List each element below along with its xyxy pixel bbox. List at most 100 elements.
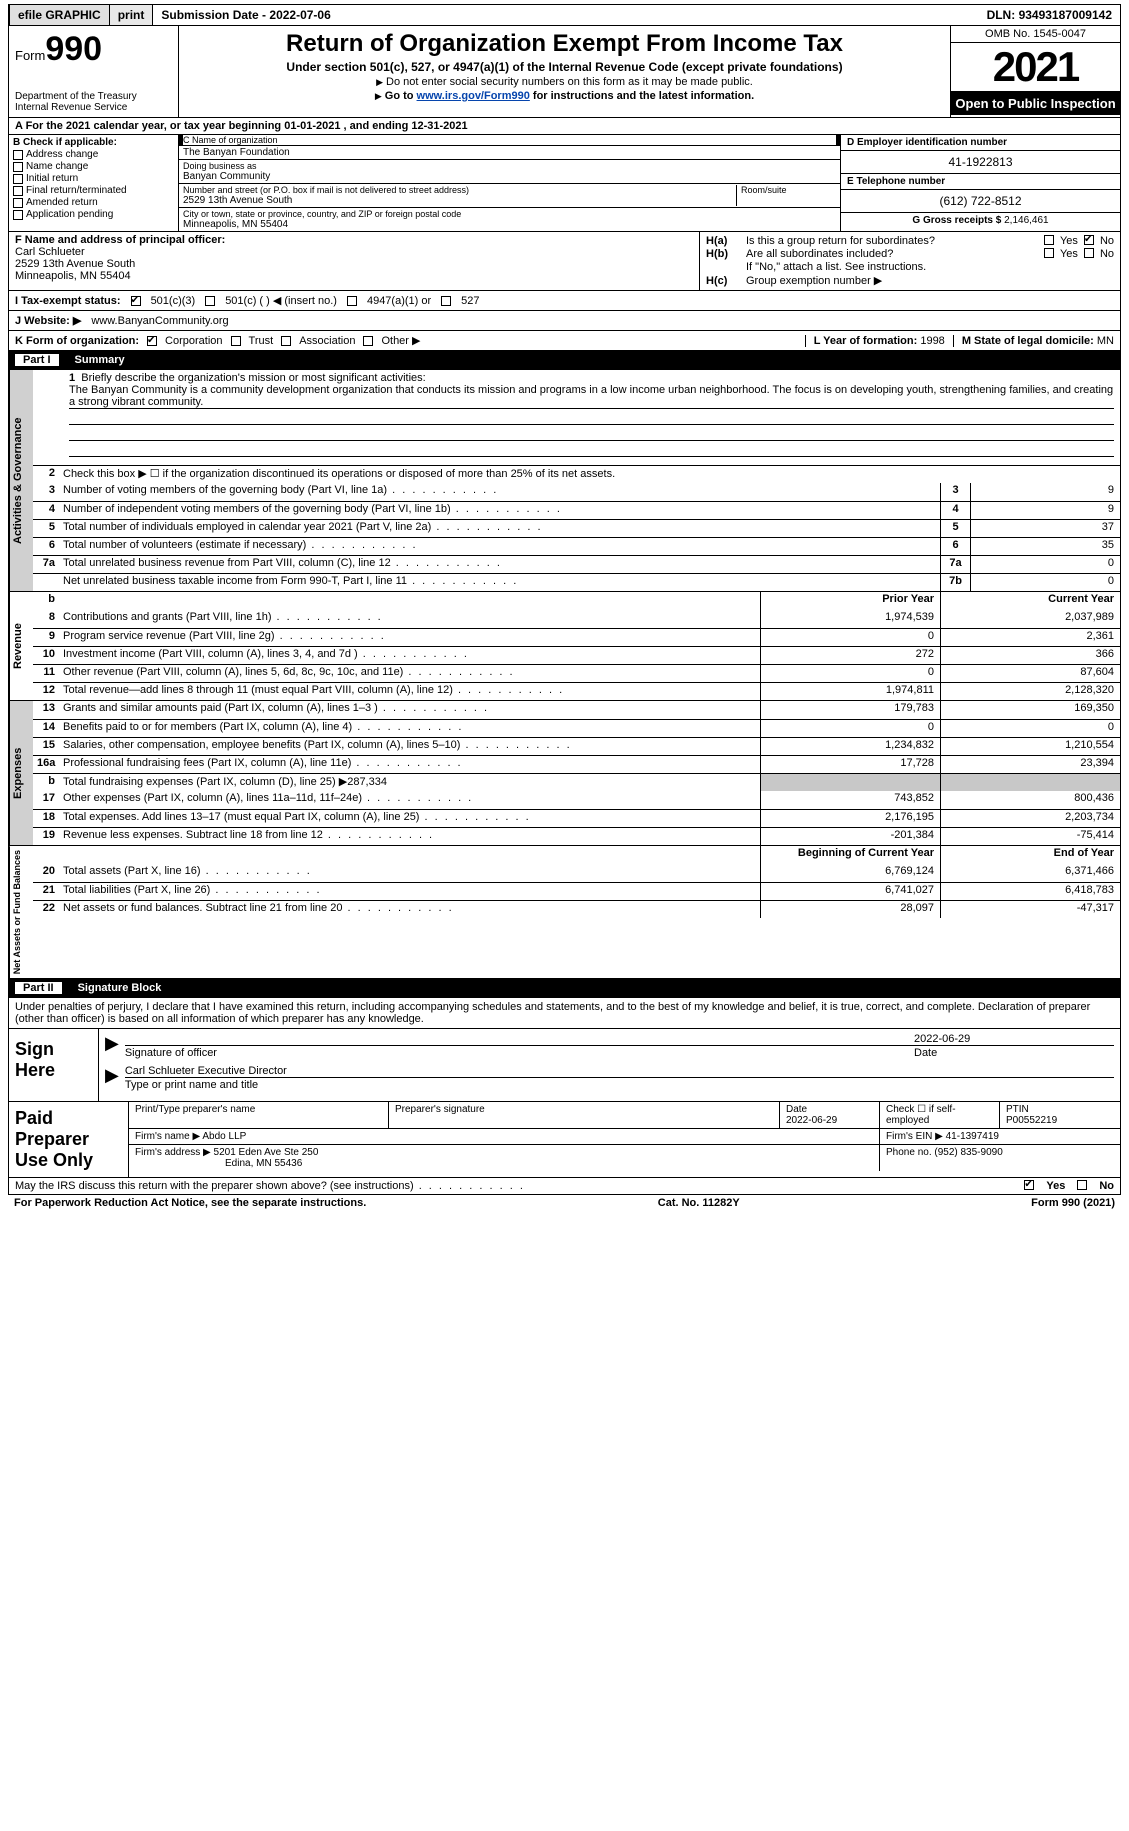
vtab-rev: Revenue <box>9 592 33 700</box>
sign-here: Sign Here <box>9 1029 99 1101</box>
note-goto: Go to www.irs.gov/Form990 for instructio… <box>185 90 944 102</box>
chk-527[interactable] <box>441 296 451 306</box>
form-subtitle: Under section 501(c), 527, or 4947(a)(1)… <box>185 60 944 74</box>
officer-addr1: 2529 13th Avenue South <box>15 258 135 270</box>
chk-corp[interactable] <box>147 336 157 346</box>
vtab-na: Net Assets or Fund Balances <box>9 846 33 978</box>
k-label: K Form of organization: <box>15 335 139 347</box>
prep-name-label: Print/Type preparer's name <box>135 1104 255 1115</box>
chk-amended[interactable] <box>13 198 23 208</box>
activities-governance: Activities & Governance 1 Briefly descri… <box>8 370 1121 592</box>
part2-tag: Part II <box>15 982 62 994</box>
footer: For Paperwork Reduction Act Notice, see … <box>8 1195 1121 1211</box>
hb-text: Are all subordinates included? <box>746 248 1038 260</box>
tel-value: (612) 722-8512 <box>841 190 1120 213</box>
paid-label: Paid Preparer Use Only <box>9 1102 129 1177</box>
form-title: Return of Organization Exempt From Incom… <box>185 30 944 58</box>
chk-4947[interactable] <box>347 296 357 306</box>
officer-name: Carl Schlueter <box>15 246 85 258</box>
ha-no[interactable] <box>1084 235 1094 245</box>
irs-link[interactable]: www.irs.gov/Form990 <box>417 90 530 102</box>
chk-other[interactable] <box>363 336 373 346</box>
phone: (952) 835-9090 <box>934 1147 1002 1158</box>
sig-officer-label: Signature of officer <box>125 1047 894 1059</box>
line-k: K Form of organization: Corporation Trus… <box>8 331 1121 351</box>
top-toolbar: efile GRAPHIC print Submission Date - 20… <box>8 4 1121 26</box>
16b-val: 287,334 <box>347 776 387 788</box>
note-ssn: Do not enter social security numbers on … <box>185 76 944 88</box>
may-no[interactable] <box>1077 1180 1087 1190</box>
may-yes[interactable] <box>1024 1180 1034 1190</box>
chk-name[interactable] <box>13 162 23 172</box>
part2-title: Signature Block <box>78 982 162 994</box>
may-discuss: May the IRS discuss this return with the… <box>8 1178 1121 1195</box>
firm-ein: 41-1397419 <box>946 1131 999 1142</box>
boy-hdr: Beginning of Current Year <box>760 846 940 864</box>
prior-year-hdr: Prior Year <box>760 592 940 610</box>
expenses-block: Expenses 13Grants and similar amounts pa… <box>8 701 1121 846</box>
revenue-block: Revenue bPrior YearCurrent Year 8Contrib… <box>8 592 1121 701</box>
officer-addr2: Minneapolis, MN 55404 <box>15 270 131 282</box>
m-label: M State of legal domicile: <box>962 335 1097 347</box>
line-i: I Tax-exempt status: 501(c)(3) 501(c) ( … <box>8 291 1121 311</box>
chk-501c3[interactable] <box>131 296 141 306</box>
part2-bar: Part II Signature Block <box>8 979 1121 998</box>
ha-yes[interactable] <box>1044 235 1054 245</box>
print-button[interactable]: print <box>110 5 154 25</box>
chk-final[interactable] <box>13 186 23 196</box>
c-name-label: C Name of organization <box>183 135 836 145</box>
tax-year: 2021 <box>951 43 1120 92</box>
firm-name-label: Firm's name ▶ <box>135 1131 202 1142</box>
submission-date: Submission Date - 2022-07-06 <box>153 5 338 25</box>
hb-yes[interactable] <box>1044 248 1054 258</box>
chk-address[interactable] <box>13 150 23 160</box>
b-label: B Check if applicable: <box>13 137 174 148</box>
line-j: J Website: ▶ www.BanyanCommunity.org <box>8 311 1121 331</box>
16b-text: Total fundraising expenses (Part IX, col… <box>63 776 347 788</box>
signature-block: Under penalties of perjury, I declare th… <box>8 998 1121 1102</box>
i-label: I Tax-exempt status: <box>15 295 121 307</box>
form-number: Form990 <box>15 30 172 69</box>
year-formation: 1998 <box>920 335 944 347</box>
section-fh: F Name and address of principal officer:… <box>8 232 1121 291</box>
section-bcd: B Check if applicable: Address change Na… <box>8 135 1121 232</box>
room-label: Room/suite <box>741 185 836 195</box>
prep-date: 2022-06-29 <box>786 1115 837 1126</box>
hc-text: Group exemption number ▶ <box>746 274 882 287</box>
open-public: Open to Public Inspection <box>951 92 1120 115</box>
h-note: If "No," attach a list. See instructions… <box>746 261 926 273</box>
officer-name-title: Carl Schlueter Executive Director <box>125 1065 1114 1077</box>
pra-notice: For Paperwork Reduction Act Notice, see … <box>14 1197 366 1209</box>
j-label: J Website: ▶ <box>15 314 81 327</box>
part1-title: Summary <box>75 354 125 366</box>
efile-button[interactable]: efile GRAPHIC <box>9 5 110 25</box>
firm-addr1: 5201 Eden Ave Ste 250 <box>214 1147 319 1158</box>
vtab-exp: Expenses <box>9 701 33 845</box>
netassets-block: Net Assets or Fund Balances Beginning of… <box>8 846 1121 979</box>
section-b: B Check if applicable: Address change Na… <box>9 135 179 231</box>
state-domicile: MN <box>1097 335 1114 347</box>
line-a: A For the 2021 calendar year, or tax yea… <box>8 118 1121 135</box>
form-header: Form990 Department of the Treasury Inter… <box>8 26 1121 118</box>
tel-label: E Telephone number <box>847 176 945 187</box>
ha-text: Is this a group return for subordinates? <box>746 235 1038 247</box>
chk-initial[interactable] <box>13 174 23 184</box>
chk-501c[interactable] <box>205 296 215 306</box>
chk-trust[interactable] <box>231 336 241 346</box>
sig-arrow2-icon <box>105 1065 125 1097</box>
city-label: City or town, state or province, country… <box>183 209 836 219</box>
part1-tag: Part I <box>15 354 59 366</box>
firm-addr-label: Firm's address ▶ <box>135 1147 214 1158</box>
section-d: D Employer identification number 41-1922… <box>840 135 1120 231</box>
phone-label: Phone no. <box>886 1147 934 1158</box>
chk-pending[interactable] <box>13 210 23 220</box>
dln: DLN: 93493187009142 <box>979 5 1120 25</box>
gross-label: G Gross receipts $ <box>912 215 1004 226</box>
current-year-hdr: Current Year <box>940 592 1120 610</box>
ein-value: 41-1922813 <box>841 151 1120 174</box>
date-label: Date <box>914 1047 1114 1059</box>
f-label: F Name and address of principal officer: <box>15 234 225 246</box>
chk-assoc[interactable] <box>281 336 291 346</box>
hb-no[interactable] <box>1084 248 1094 258</box>
org-name: The Banyan Foundation <box>183 147 836 158</box>
